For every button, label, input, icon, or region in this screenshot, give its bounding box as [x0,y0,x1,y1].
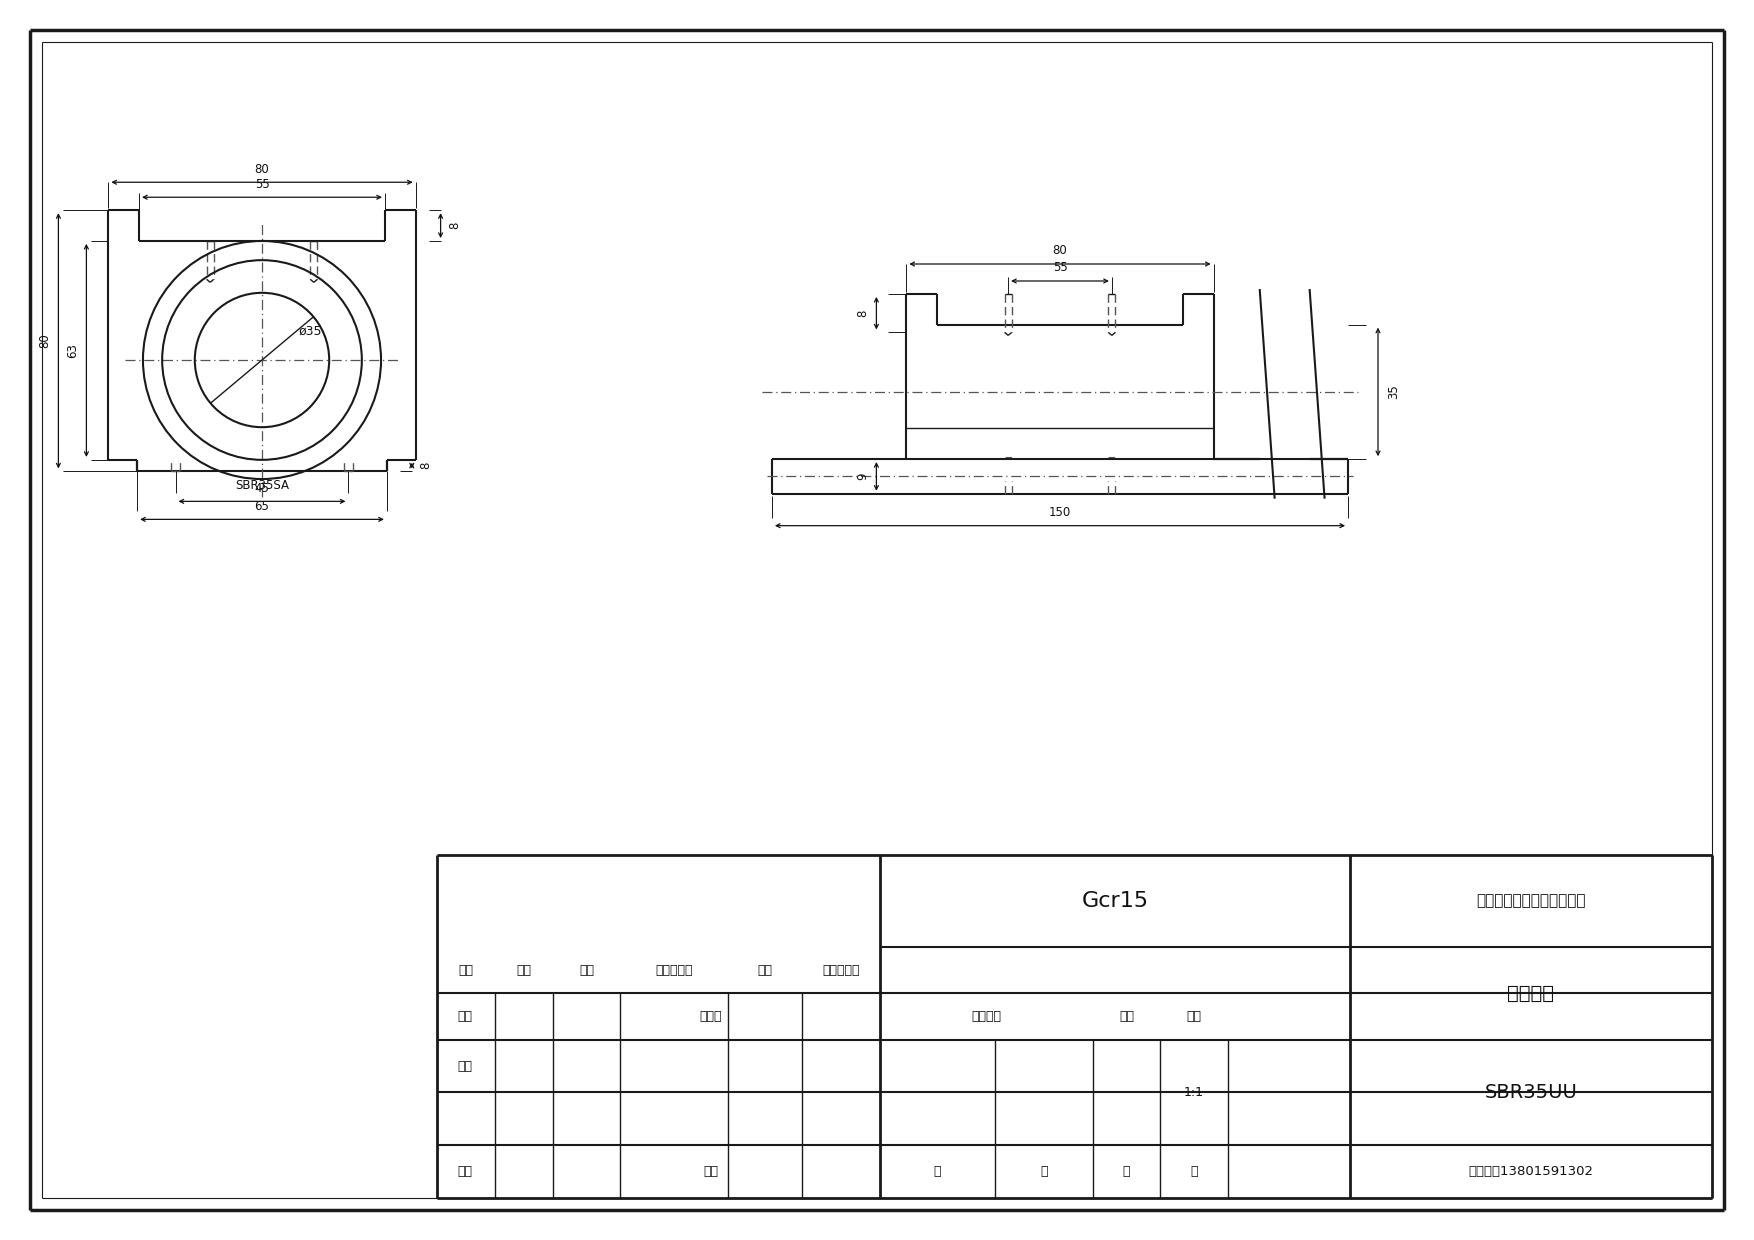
Text: 80: 80 [1052,244,1068,258]
Text: 45: 45 [254,482,270,495]
Text: 65: 65 [254,500,270,513]
Text: 标准化: 标准化 [700,1011,723,1023]
Text: 8: 8 [419,463,431,469]
Text: 直线导轨: 直线导轨 [1507,985,1554,1003]
Text: 审核: 审核 [458,1059,472,1073]
Text: Gcr15: Gcr15 [1082,892,1149,911]
Text: 更改文件号: 更改文件号 [656,963,693,977]
Text: 批准: 批准 [703,1166,719,1178]
Text: 共: 共 [933,1166,942,1178]
Text: 订货电话13801591302: 订货电话13801591302 [1468,1166,1593,1178]
Text: 设计: 设计 [458,1011,472,1023]
Text: 55: 55 [254,177,270,191]
Text: 比例: 比例 [1186,1011,1201,1023]
Text: SBR35UU: SBR35UU [1484,1083,1577,1102]
Text: 标记: 标记 [458,963,474,977]
Text: 80: 80 [254,162,270,176]
Text: 张: 张 [1191,1166,1198,1178]
Text: 35: 35 [1387,384,1400,399]
Text: 张: 张 [1040,1166,1047,1178]
Text: SBR35SA: SBR35SA [235,479,289,492]
Text: 1:1: 1:1 [1184,1086,1203,1099]
Text: 阶段标记: 阶段标记 [972,1011,1002,1023]
Text: 63: 63 [67,343,79,358]
Text: 签名: 签名 [758,963,772,977]
Text: 第: 第 [1123,1166,1130,1178]
Text: 年、月、日: 年、月、日 [823,963,859,977]
Text: 工艺: 工艺 [458,1166,472,1178]
Text: 55: 55 [1052,262,1068,274]
Text: 重量: 重量 [1119,1011,1135,1023]
Text: ø35: ø35 [298,325,323,337]
Text: 处数: 处数 [516,963,531,977]
Text: 80: 80 [39,334,51,348]
Text: 8: 8 [447,222,461,229]
Text: 9: 9 [856,472,868,480]
Text: 150: 150 [1049,506,1072,520]
Text: 8: 8 [856,310,868,317]
Text: 分区: 分区 [579,963,595,977]
Text: 南京哈宁轴承制造有限公司: 南京哈宁轴承制造有限公司 [1477,894,1586,909]
